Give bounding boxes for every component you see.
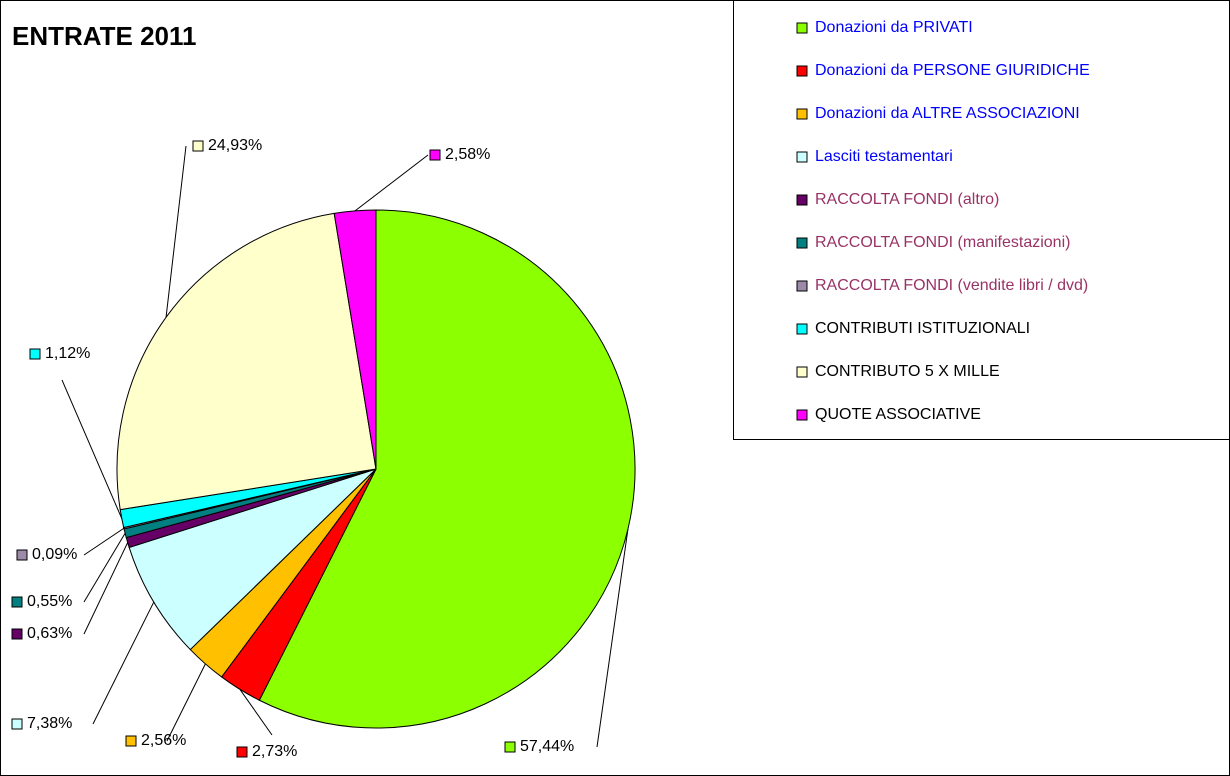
data-label: 1,12% (45, 345, 90, 362)
legend-label: Donazioni da PRIVATI (815, 19, 973, 36)
legend-label: Donazioni da PERSONE GIURIDICHE (815, 62, 1090, 79)
legend-swatch (796, 151, 808, 163)
legend-swatch (796, 22, 808, 34)
data-label: 24,93% (208, 137, 262, 154)
data-label: 2,56% (141, 732, 186, 749)
legend-label: Donazioni da ALTRE ASSOCIAZIONI (815, 105, 1080, 122)
label-swatch (16, 549, 28, 561)
label-swatch (192, 140, 204, 152)
legend-swatch (796, 108, 808, 120)
legend-swatch (796, 194, 808, 206)
legend-swatch (796, 409, 808, 421)
leader-line (165, 145, 187, 318)
legend-swatch (796, 280, 808, 292)
label-swatch (125, 735, 137, 747)
data-label: 2,73% (252, 743, 297, 760)
legend-swatch (796, 366, 808, 378)
label-swatch (11, 596, 23, 608)
pie-slice (128, 468, 377, 651)
data-label: 2,58% (445, 146, 490, 163)
leader-line (83, 527, 125, 556)
label-swatch (11, 718, 23, 730)
leader-line (61, 379, 123, 519)
leader-line (596, 528, 629, 748)
leader-line (83, 533, 126, 603)
legend-swatch (796, 323, 808, 335)
chart-title: ENTRATE 2011 (12, 21, 196, 51)
data-label: 0,09% (32, 546, 77, 563)
label-swatch (29, 348, 41, 360)
label-swatch (11, 628, 23, 640)
label-swatch (429, 149, 441, 161)
legend-label: RACCOLTA FONDI (vendite libri / dvd) (815, 277, 1088, 294)
leader-line (354, 154, 429, 212)
legend-label: QUOTE ASSOCIATIVE (815, 406, 981, 423)
data-label: 0,63% (27, 625, 72, 642)
leader-line (83, 542, 129, 635)
legend-label: CONTRIBUTI ISTITUZIONALI (815, 320, 1030, 337)
data-label: 57,44% (520, 738, 574, 755)
legend-label: CONTRIBUTO 5 X MILLE (815, 363, 1000, 380)
data-label: 7,38% (27, 715, 72, 732)
legend-label: Lasciti testamentari (815, 148, 953, 165)
leader-line (92, 601, 155, 725)
legend-label: RACCOLTA FONDI (altro) (815, 191, 999, 208)
legend-swatch (796, 237, 808, 249)
pie-slice (333, 209, 377, 470)
leader-line (239, 689, 273, 736)
label-swatch (236, 746, 248, 758)
pie-slice (258, 209, 636, 729)
pie-slice (116, 212, 377, 511)
leader-line (166, 663, 206, 742)
data-label: 0,55% (27, 593, 72, 610)
legend-box (733, 0, 1230, 440)
legend-label: RACCOLTA FONDI (manifestazioni) (815, 234, 1070, 251)
legend-swatch (796, 65, 808, 77)
label-swatch (504, 741, 516, 753)
